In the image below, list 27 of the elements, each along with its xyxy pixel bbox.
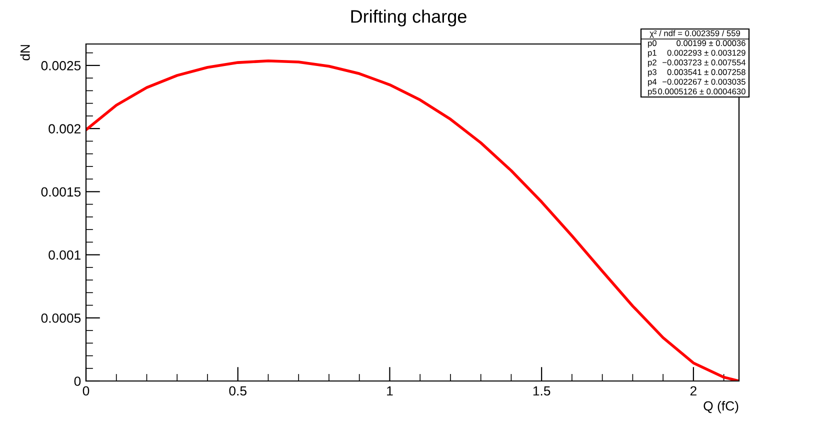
- x-tick-label: 0.5: [229, 386, 246, 396]
- annotation: 0.002293 ± 0.003129: [667, 50, 746, 56]
- y-tick-label: 0.0025: [41, 61, 81, 70]
- annotation: 0.00199 ± 0.00036: [676, 40, 746, 46]
- y-tick-label: 0.0015: [41, 187, 81, 197]
- y-tick-label: 0.001: [48, 250, 80, 260]
- annotation: p2: [648, 60, 656, 68]
- annotation: p3: [648, 69, 656, 77]
- y-axis-title: dN: [20, 45, 30, 60]
- y-tick-label: 0.002: [48, 124, 80, 134]
- x-tick-label: 1.5: [533, 386, 550, 396]
- chart-title: Drifting charge: [351, 10, 466, 26]
- annotation: 0.003541 ± 0.007258: [667, 69, 746, 76]
- annotation: −0.003723 ± 0.007554: [662, 60, 746, 66]
- text: χ² / ndf = 0.002359 / 559: [650, 30, 740, 38]
- x-tick-label: 2: [690, 386, 696, 396]
- annotation: p4: [648, 78, 657, 86]
- x-tick-label: 1: [387, 386, 393, 396]
- annotation: −0.002267 ± 0.003035: [662, 78, 746, 85]
- annotation: p1: [648, 50, 656, 58]
- x-axis-title: Q (fC): [704, 400, 738, 414]
- annotation: p5: [648, 88, 656, 96]
- annotation: p0: [648, 40, 656, 48]
- annotation: 0.0005126 ± 0.0004630: [658, 88, 746, 94]
- y-tick-label: 0: [74, 376, 81, 386]
- y-tick-label: 0.0005: [41, 313, 81, 323]
- x-tick-label: 0: [82, 386, 90, 396]
